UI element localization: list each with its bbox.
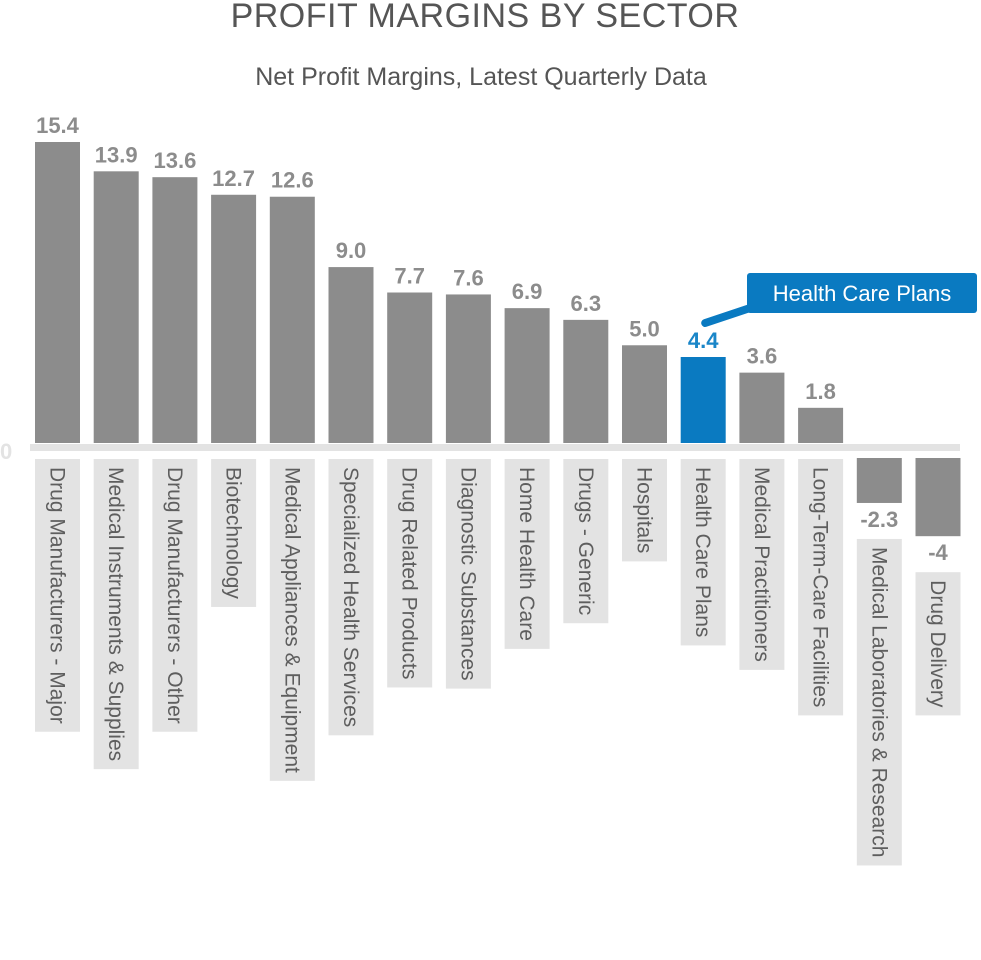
category-box-drug-manufacturers-major [35, 459, 80, 732]
category-box-drug-manufacturers-other [152, 459, 198, 732]
category-label-medical-instruments-and-supplies: Medical Instruments & Supplies [104, 467, 127, 761]
zero-label: 0 [0, 439, 12, 464]
category-box-medical-practitioners [739, 459, 785, 670]
category-label-medical-laboratories-and-research: Medical Laboratories & Research [867, 547, 890, 858]
bar-diagnostic-substances [445, 294, 491, 443]
bar-medical-laboratories-and-research [856, 458, 902, 503]
bar-medical-instruments-and-supplies [93, 171, 139, 443]
bars: 15.4 13.9 13.6 12.7 12.6 9.0 7.7 7.6 6.9 6.3 5.0 4.… [35, 113, 961, 565]
bar-biotechnology [211, 194, 257, 443]
value-label-medical-practitioners: 3.6 [747, 344, 778, 369]
value-label-medical-instruments-and-supplies: 13.9 [95, 142, 138, 167]
bar-home-health-care [504, 308, 550, 443]
value-label-medical-appliances-and-equipment: 12.6 [271, 168, 314, 193]
bar-health-care-plans [680, 357, 726, 443]
value-label-drugs-generic: 6.3 [571, 291, 602, 316]
category-label-biotechnology: Biotechnology [222, 467, 245, 599]
value-label-home-health-care: 6.9 [512, 279, 543, 304]
value-label-diagnostic-substances: 7.6 [453, 265, 484, 290]
bar-drug-related-products [387, 292, 433, 443]
category-box-drug-delivery [915, 572, 961, 716]
category-label-drug-delivery: Drug Delivery [926, 580, 949, 708]
bar-hospitals [622, 345, 667, 443]
category-box-specialized-health-services [328, 459, 374, 736]
chart-subtitle: Net Profit Margins, Latest Quarterly Dat… [255, 63, 707, 91]
callout-box [747, 273, 977, 313]
value-label-medical-laboratories-and-research: -2.3 [860, 507, 898, 532]
category-label-long-term-care-facilities: Long-Term-Care Facilities [809, 467, 832, 707]
bar-drugs-generic [563, 319, 609, 443]
category-box-health-care-plans [680, 459, 726, 646]
category-box-drug-related-products [387, 459, 433, 688]
callout-label: Health Care Plans [773, 281, 952, 306]
category-box-long-term-care-facilities [798, 459, 844, 716]
value-label-biotechnology: 12.7 [212, 166, 255, 191]
category-label-drug-manufacturers-other: Drug Manufacturers - Other [163, 467, 186, 724]
category-label-drug-related-products: Drug Related Products [398, 467, 421, 679]
value-label-drug-related-products: 7.7 [394, 264, 425, 289]
category-box-drugs-generic [563, 459, 609, 624]
category-box-medical-laboratories-and-research [856, 538, 902, 866]
bar-drug-manufacturers-other [152, 177, 198, 443]
category-label-health-care-plans: Health Care Plans [691, 467, 714, 637]
category-box-medical-appliances-and-equipment [269, 459, 315, 781]
category-label-hospitals: Hospitals [633, 467, 656, 553]
category-box-diagnostic-substances [445, 459, 491, 689]
category-box-biotechnology [211, 459, 257, 607]
category-label-drugs-generic: Drugs - Generic [574, 467, 597, 615]
bar-specialized-health-services [328, 267, 374, 443]
value-label-specialized-health-services: 9.0 [336, 238, 367, 263]
category-label-boxes: Drug Manufacturers - Major Medical Instru… [35, 459, 961, 866]
bar-medical-appliances-and-equipment [269, 196, 315, 443]
bar-medical-practitioners [739, 372, 785, 443]
value-label-hospitals: 5.0 [629, 316, 660, 341]
category-label-home-health-care: Home Health Care [515, 467, 538, 641]
category-label-medical-practitioners: Medical Practitioners [750, 467, 773, 662]
bar-drug-delivery [915, 458, 961, 537]
value-label-long-term-care-facilities: 1.8 [805, 379, 836, 404]
category-label-medical-appliances-and-equipment: Medical Appliances & Equipment [280, 467, 303, 773]
zero-axis [30, 444, 960, 451]
category-box-home-health-care [504, 459, 550, 649]
chart-title: PROFIT MARGINS BY SECTOR [231, 0, 740, 35]
value-label-drug-delivery: -4 [928, 540, 948, 565]
value-label-drug-manufacturers-major: 15.4 [36, 113, 80, 138]
value-label-health-care-plans: 4.4 [688, 328, 719, 353]
bar-long-term-care-facilities [798, 407, 844, 443]
bar-drug-manufacturers-major [35, 142, 80, 443]
category-label-diagnostic-substances: Diagnostic Substances [456, 467, 479, 681]
category-label-drug-manufacturers-major: Drug Manufacturers - Major [46, 467, 69, 724]
value-label-drug-manufacturers-other: 13.6 [153, 148, 196, 173]
highlight-callout: Health Care Plans [701, 273, 977, 327]
category-box-hospitals [622, 459, 667, 562]
category-label-specialized-health-services: Specialized Health Services [339, 467, 362, 727]
category-box-medical-instruments-and-supplies [93, 459, 139, 770]
